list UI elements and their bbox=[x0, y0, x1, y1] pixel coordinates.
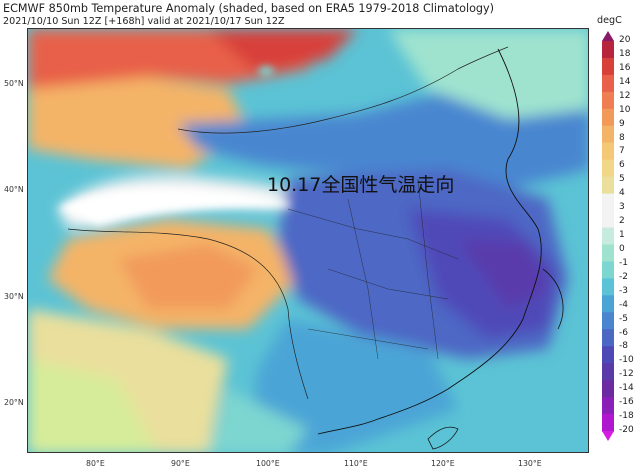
lon-label-120e: 120°E bbox=[431, 459, 455, 468]
colorbar-segment bbox=[602, 74, 614, 93]
colorbar-segment bbox=[602, 278, 614, 296]
warm-anomaly-tibet-core bbox=[118, 244, 258, 309]
colorbar-segment bbox=[602, 380, 614, 398]
colorbar-tick-label: -18 bbox=[619, 411, 634, 422]
colorbar bbox=[602, 31, 614, 441]
colorbar-segment bbox=[602, 312, 614, 330]
temperature-anomaly-map bbox=[28, 29, 588, 452]
lon-label-130e: 130°E bbox=[518, 459, 542, 468]
colorbar-segment bbox=[602, 142, 614, 161]
colorbar-tick-label: -20 bbox=[619, 425, 634, 435]
cold-anomaly-deepest bbox=[458, 239, 548, 309]
colorbar-segment bbox=[602, 125, 614, 144]
colorbar-tick-label: -16 bbox=[619, 397, 634, 408]
colorbar-tick-label: 9 bbox=[619, 118, 625, 129]
colorbar-segment bbox=[602, 397, 614, 415]
lon-label-90e: 90°E bbox=[171, 459, 190, 468]
colorbar-segment bbox=[602, 414, 614, 432]
colorbar-tick-label: 3 bbox=[619, 202, 625, 213]
colorbar-segment bbox=[602, 329, 614, 347]
neutral-anomaly-southwest bbox=[28, 359, 157, 452]
colorbar-tick-label: -8 bbox=[619, 341, 628, 352]
colorbar-segment bbox=[602, 176, 614, 195]
lat-label-50n: 50°N bbox=[4, 79, 24, 88]
colorbar-tick-label: 5 bbox=[619, 174, 625, 185]
map-title: ECMWF 850mb Temperature Anomaly (shaded,… bbox=[3, 2, 495, 15]
colorbar-tick-label: 12 bbox=[619, 90, 631, 101]
lon-label-80e: 80°E bbox=[86, 459, 105, 468]
lon-label-100e: 100°E bbox=[256, 459, 280, 468]
colorbar-extend-max bbox=[602, 31, 614, 41]
colorbar-segment bbox=[602, 210, 614, 229]
colorbar-segment bbox=[602, 57, 614, 76]
colorbar-tick-label: -1 bbox=[619, 257, 628, 268]
lat-label-30n: 30°N bbox=[4, 292, 24, 301]
colorbar-gradient bbox=[602, 31, 614, 441]
overlay-caption: 10.17全国性气温走向 bbox=[267, 174, 455, 196]
western-border bbox=[67, 228, 309, 400]
colorbar-tick-label: 10 bbox=[619, 104, 631, 115]
colorbar-segment bbox=[602, 244, 614, 262]
colorbar-segment bbox=[602, 193, 614, 212]
cold-anomaly-south bbox=[248, 319, 458, 452]
colorbar-tick-label: 7 bbox=[619, 146, 625, 157]
lat-label-20n: 20°N bbox=[4, 398, 24, 407]
colorbar-tick-label: 2 bbox=[619, 216, 625, 227]
colorbar-segment bbox=[602, 159, 614, 178]
taiwan-island bbox=[427, 426, 459, 450]
colorbar-tick-label: -5 bbox=[619, 313, 628, 324]
colorbar-segment bbox=[602, 91, 614, 110]
province-borders bbox=[287, 178, 459, 360]
colorbar-tick-label: 6 bbox=[619, 160, 625, 171]
colorbar-tick-label: -4 bbox=[619, 299, 628, 310]
neutral-anomaly-band-core bbox=[58, 188, 293, 225]
japan-coastline bbox=[542, 268, 564, 330]
colorbar-tick-label: 0 bbox=[619, 243, 625, 254]
colorbar-tick-label: 18 bbox=[619, 48, 631, 59]
colorbar-tick-label: -3 bbox=[619, 285, 628, 296]
colorbar-tick-label: -12 bbox=[619, 369, 634, 380]
colorbar-extend-min bbox=[602, 431, 614, 441]
cool-anomaly-indochina bbox=[208, 389, 308, 452]
colorbar-segment bbox=[602, 108, 614, 127]
cool-anomaly-spot bbox=[258, 66, 274, 76]
northern-border bbox=[177, 46, 509, 134]
warm-anomaly-west bbox=[28, 77, 248, 169]
lon-label-110e: 110°E bbox=[344, 459, 368, 468]
colorbar-segment bbox=[602, 363, 614, 381]
colorbar-tick-label: 14 bbox=[619, 76, 631, 87]
colorbar-tick-label: 8 bbox=[619, 132, 625, 143]
warm-anomaly-core bbox=[208, 29, 358, 74]
coastline bbox=[317, 48, 542, 435]
colorbar-tick-label: 20 bbox=[619, 35, 631, 45]
colorbar-tick-label: -6 bbox=[619, 327, 628, 338]
colorbar-tick-label: 16 bbox=[619, 62, 631, 73]
colorbar-tick-label: -14 bbox=[619, 383, 634, 394]
colorbar-segment bbox=[602, 346, 614, 364]
map-subtitle: 2021/10/10 Sun 12Z [+168h] valid at 2021… bbox=[3, 16, 285, 27]
colorbar-segment bbox=[602, 227, 614, 245]
colorbar-segment bbox=[602, 261, 614, 279]
colorbar-segment bbox=[602, 41, 614, 59]
colorbar-tick-label: 1 bbox=[619, 230, 625, 240]
map-panel bbox=[27, 28, 589, 453]
colorbar-unit: degC bbox=[597, 15, 622, 26]
lat-label-40n: 40°N bbox=[4, 185, 24, 194]
colorbar-segment bbox=[602, 295, 614, 313]
colorbar-tick-label: 4 bbox=[619, 188, 625, 199]
colorbar-tick-label: -2 bbox=[619, 271, 628, 282]
cool-anomaly-northeast bbox=[388, 29, 588, 119]
colorbar-tick-label: -10 bbox=[619, 355, 634, 366]
